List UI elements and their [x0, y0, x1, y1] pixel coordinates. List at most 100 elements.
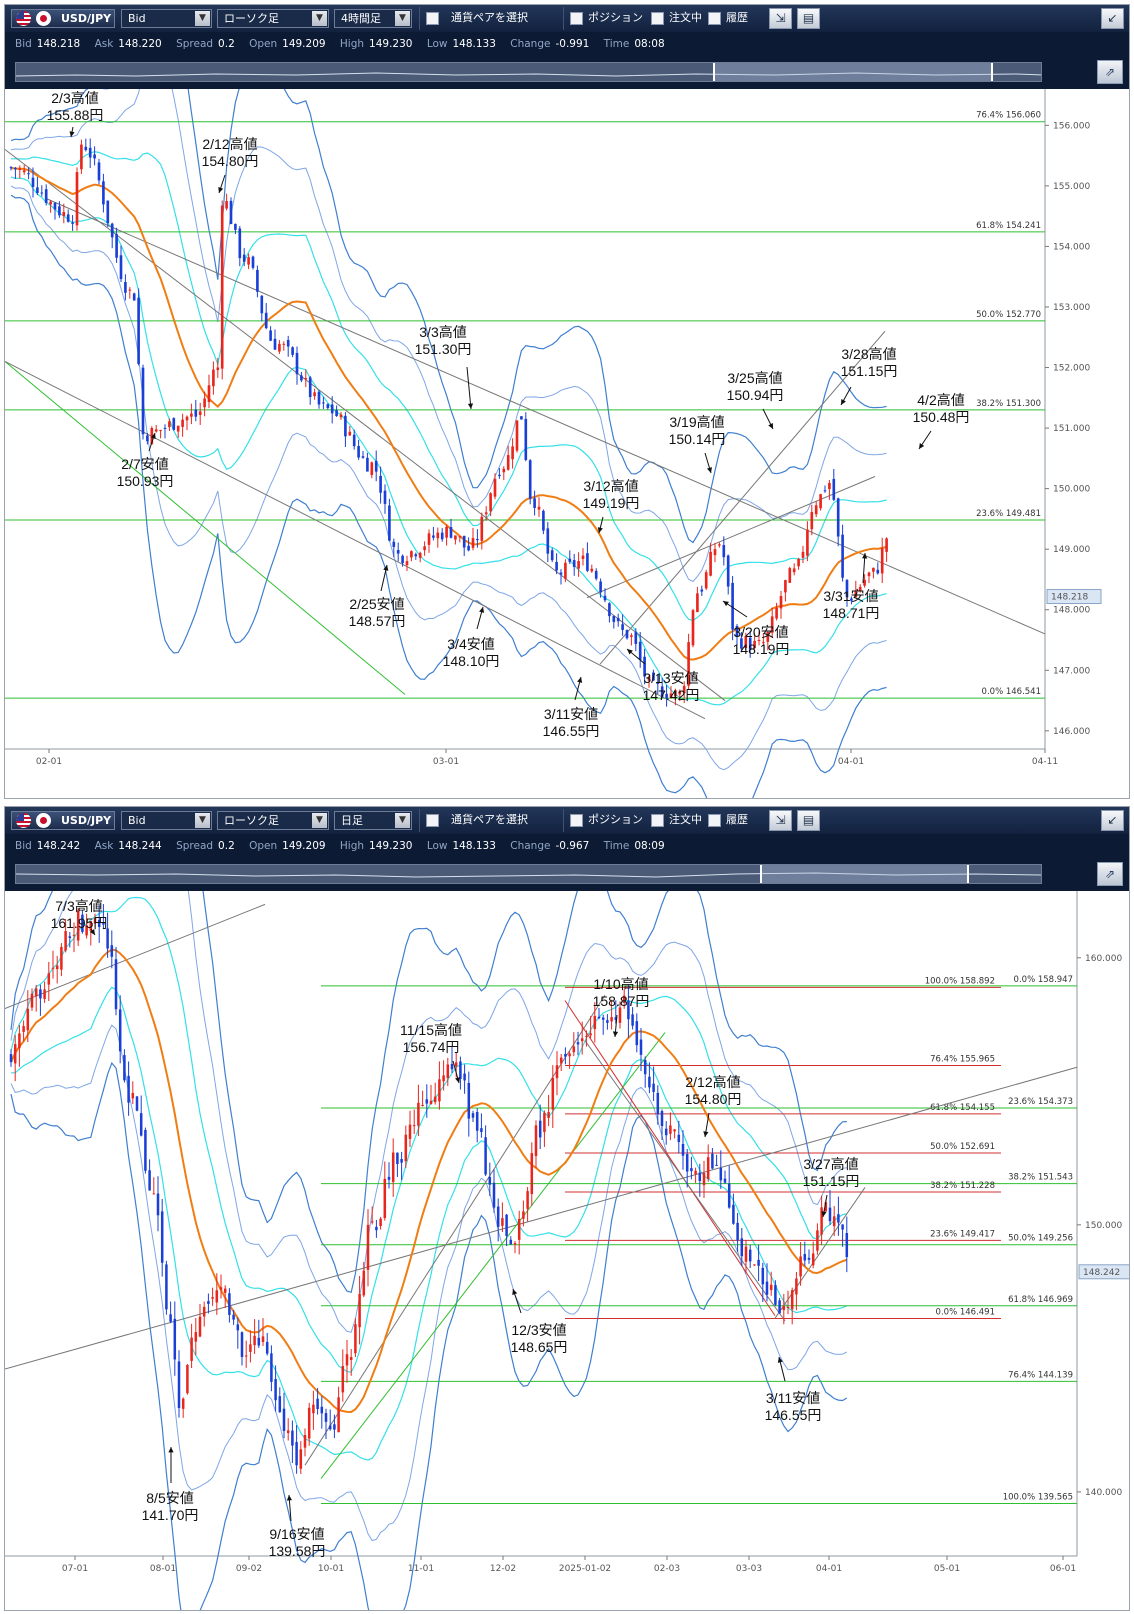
- candle-body: [408, 1124, 412, 1139]
- timeframe-select[interactable]: 4時間足 ▼: [334, 9, 412, 28]
- candle-body: [216, 367, 220, 371]
- price-chart-daily[interactable]: 160.000 150.000 140.000 07-01 08-01 09-02 10-0…: [5, 891, 1130, 1611]
- navigator-scrollbar[interactable]: [15, 62, 1042, 82]
- minimize-arrow-icon[interactable]: ↙: [1101, 8, 1124, 29]
- trend-line: [5, 361, 706, 720]
- navigator-window[interactable]: [713, 63, 993, 81]
- history-checkbox[interactable]: [708, 12, 721, 25]
- price-chart-4h[interactable]: 156.000 155.000 154.000 153.000 152.000 151.0…: [5, 89, 1130, 799]
- export-chart-icon[interactable]: ⇲: [769, 810, 792, 831]
- candle-body: [51, 967, 55, 969]
- annotation-label-price: 158.87円: [593, 993, 650, 1009]
- candle-body: [18, 168, 22, 171]
- jp-flag-icon: [36, 11, 51, 26]
- history-checkbox[interactable]: [708, 814, 721, 827]
- orders-checkbox[interactable]: [651, 12, 664, 25]
- annotation-label-price: 151.15円: [841, 363, 898, 379]
- candle-body: [358, 1294, 361, 1328]
- candle-body: [168, 421, 171, 428]
- candle-body: [727, 1183, 731, 1208]
- candle-body: [304, 378, 308, 380]
- annotation-label-price: 148.71円: [823, 605, 880, 621]
- candle-body: [106, 200, 110, 224]
- chart-type-select[interactable]: ローソク足 ▼: [217, 9, 329, 28]
- annotation-arrow-head: [821, 1211, 827, 1217]
- chart-panel-4h: USD/JPY Bid ▼ ローソク足 ▼ 4時間足 ▼ 通貨ペアを選択 ポジシ…: [4, 4, 1130, 799]
- y-tick-label: 154.000: [1053, 242, 1090, 252]
- annotation-label-price: 148.10円: [443, 653, 500, 669]
- candle-body: [62, 212, 66, 217]
- annotation-label-date: 3/31安値: [823, 588, 878, 604]
- candle-body: [110, 223, 114, 238]
- settings-window-icon[interactable]: ▤: [797, 8, 820, 29]
- symbol-selector[interactable]: USD/JPY: [11, 9, 115, 28]
- annotation-label-date: 3/11安値: [544, 706, 598, 722]
- candle-body: [22, 170, 26, 173]
- candle-body: [379, 475, 382, 493]
- annotation-label-price: 150.93円: [117, 473, 174, 489]
- candle-body: [669, 693, 673, 698]
- candle-body: [18, 1033, 21, 1049]
- candle-body: [64, 931, 67, 951]
- candle-body: [820, 1207, 823, 1235]
- annotation-arrow-head: [627, 649, 633, 655]
- fibonacci-level-label: 23.6% 149.417: [930, 1229, 995, 1239]
- candle-body: [837, 1214, 840, 1223]
- candle-body: [580, 1038, 584, 1042]
- navigator-scrollbar[interactable]: [15, 864, 1042, 884]
- candle-body: [694, 1170, 697, 1175]
- timeframe-select[interactable]: 日足 ▼: [334, 811, 412, 830]
- candle-body: [627, 1000, 630, 1020]
- candle-body: [639, 1039, 643, 1055]
- expand-icon[interactable]: ⇗: [1097, 862, 1123, 886]
- candle-body: [757, 640, 761, 642]
- candle-body: [152, 1193, 156, 1195]
- annotation-label-date: 3/12高値: [583, 478, 638, 494]
- candle-body: [211, 1297, 214, 1299]
- candle-body: [414, 554, 418, 557]
- chart-type-select[interactable]: ローソク足 ▼: [217, 811, 329, 830]
- candle-body: [396, 1152, 399, 1165]
- minimize-arrow-icon[interactable]: ↙: [1101, 810, 1124, 831]
- candle-body: [396, 549, 400, 554]
- candle-body: [228, 1293, 231, 1315]
- candle-body: [719, 1167, 723, 1181]
- candle-body: [832, 478, 836, 500]
- export-chart-icon[interactable]: ⇲: [769, 8, 792, 29]
- pair-select-checkbox[interactable]: [426, 12, 439, 25]
- annotation-arrow-head: [706, 467, 712, 473]
- orders-checkbox[interactable]: [651, 814, 664, 827]
- navigator-window[interactable]: [760, 865, 969, 883]
- symbol-selector[interactable]: USD/JPY: [11, 811, 115, 830]
- candle-body: [816, 1230, 819, 1251]
- candle-body: [186, 1364, 189, 1394]
- candle-body: [357, 446, 360, 458]
- candle-body: [326, 404, 330, 409]
- pair-select-checkbox[interactable]: [426, 814, 439, 827]
- candle-body: [404, 1134, 408, 1162]
- position-checkbox[interactable]: [570, 12, 583, 25]
- candle-body: [313, 392, 316, 397]
- candle-body: [9, 1054, 13, 1063]
- annotation-label-date: 1/10高値: [593, 976, 648, 992]
- candle-body: [748, 1249, 752, 1262]
- price-type-select[interactable]: Bid ▼: [121, 811, 212, 830]
- annotation-label-date: 11/15高値: [400, 1022, 462, 1038]
- annotation-arrow-head: [597, 527, 603, 533]
- position-checkbox[interactable]: [570, 814, 583, 827]
- navigator-sparkline: [16, 72, 1041, 77]
- expand-icon[interactable]: ⇗: [1097, 60, 1123, 84]
- candle-body: [647, 676, 651, 681]
- candle-body: [118, 1009, 122, 1052]
- candle-body: [370, 1221, 374, 1223]
- chart-panel-daily: USD/JPY Bid ▼ ローソク足 ▼ 日足 ▼ 通貨ペアを選択 ポジション…: [4, 806, 1130, 1611]
- fibonacci-level-label: 100.0% 158.892: [925, 976, 995, 986]
- annotation-label-date: 3/28高値: [841, 346, 896, 362]
- price-type-select[interactable]: Bid ▼: [121, 9, 212, 28]
- candle-body: [81, 914, 84, 932]
- current-price-label: 148.242: [1083, 1268, 1120, 1278]
- settings-window-icon[interactable]: ▤: [797, 810, 820, 831]
- candle-body: [585, 1036, 588, 1038]
- candle-body: [643, 656, 646, 677]
- candle-body: [740, 638, 743, 649]
